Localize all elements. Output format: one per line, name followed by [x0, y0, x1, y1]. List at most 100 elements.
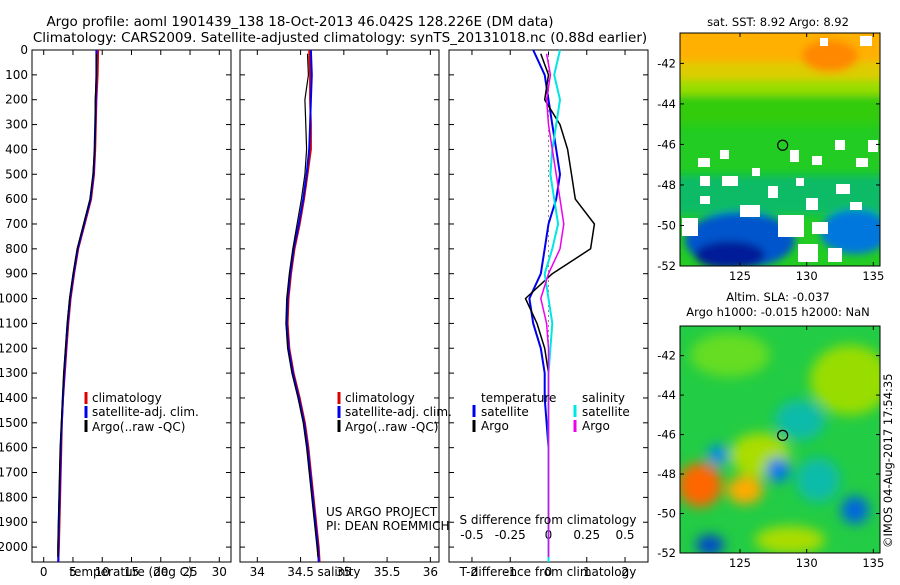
ytick-label: 600 [5, 192, 28, 206]
map-xtick-label: 135 [862, 269, 884, 283]
ytick-label: 1800 [0, 490, 28, 504]
legend-label-satellite: satellite-adj. clim. [92, 405, 199, 419]
xtick-label: 1 [583, 565, 591, 579]
map-xtick-label: 125 [729, 556, 751, 570]
map-ytick-label: -50 [657, 507, 676, 521]
map-ytick-label: -46 [657, 137, 676, 151]
map-ytick-label: -52 [657, 546, 676, 560]
legend-label-climatology: climatology [345, 391, 415, 405]
xtick-label: 30 [212, 565, 227, 579]
ytick-label: 1900 [0, 515, 28, 529]
ytick-label: 1200 [0, 341, 28, 355]
difference-xlabel-salinity: S difference from climatology [460, 513, 637, 527]
temperature-xlabel: temperature (deg C) [69, 565, 192, 579]
sla-map-image [680, 326, 880, 553]
xtick-label: 35.5 [374, 565, 401, 579]
map-xtick-label: 130 [796, 556, 818, 570]
map-ytick-label: -46 [657, 428, 676, 442]
salinity-legend: climatology satellite-adj. clim. Argo(..… [337, 391, 452, 434]
ytick-label: 200 [5, 93, 28, 107]
xtick2-label: 0.25 [573, 528, 600, 542]
map-ytick-label: -48 [657, 467, 676, 481]
ytick-label: 1300 [0, 366, 28, 380]
temperature-legend: climatology satellite-adj. clim. Argo(..… [84, 391, 199, 434]
map-ytick-label: -42 [657, 56, 676, 70]
xtick-label: 15 [124, 565, 139, 579]
xtick-label: -2 [466, 565, 478, 579]
legend-label-argo: Argo(..raw -QC) [345, 420, 438, 434]
temperature-axes: 0 5 10 15 20 25 300100200300400500600700800900… [0, 43, 231, 579]
xtick-label: -1 [504, 565, 516, 579]
ytick-label: 700 [5, 217, 28, 231]
map-xtick-label: 135 [862, 556, 884, 570]
sla-map-title2: Argo h1000: -0.015 h2000: NaN [686, 305, 870, 319]
ytick-label: 1600 [0, 441, 28, 455]
ytick-label: 1000 [0, 292, 28, 306]
series-line-argo [524, 53, 596, 557]
series-line-argo [57, 53, 98, 557]
sla-map-title: Altim. SLA: -0.037 [726, 290, 830, 304]
legend-label-t-argo: Argo [481, 419, 509, 433]
map-ytick-label: -44 [657, 388, 676, 402]
salinity-series [285, 49, 321, 563]
legend-label-t-satellite: satellite [481, 405, 529, 419]
xtick-label: 20 [153, 565, 168, 579]
difference-series [524, 49, 596, 562]
legend-label-argo: Argo(..raw -QC) [92, 420, 185, 434]
temperature-plot-frame [31, 49, 232, 563]
sst-map-frame [679, 32, 881, 267]
xtick2-label: -0.5 [460, 528, 483, 542]
xtick-label: 0 [545, 565, 553, 579]
series-line-climatology [57, 49, 100, 563]
legend-heading-salinity: salinity [582, 391, 625, 405]
xtick-label: 10 [95, 565, 110, 579]
sla-map-frame [679, 325, 881, 554]
xtick-label: 2 [621, 565, 629, 579]
xtick-label: 36 [423, 565, 438, 579]
salinity-xlabel: salinity [317, 565, 360, 579]
map-xtick-label: 125 [729, 269, 751, 283]
ytick-label: 800 [5, 242, 28, 256]
sst-map-title: sat. SST: 8.92 Argo: 8.92 [707, 15, 849, 29]
ytick-label: 1100 [0, 316, 28, 330]
map-xtick-label: 130 [796, 269, 818, 283]
ytick-label: 1500 [0, 416, 28, 430]
series-line-argo [285, 53, 319, 558]
sla-map-argo-marker [777, 429, 789, 441]
sst-map-argo-marker [777, 139, 789, 151]
legend-label-satellite: satellite-adj. clim. [345, 405, 452, 419]
ytick-label: 900 [5, 267, 28, 281]
series-line-satellite [285, 49, 320, 563]
ytick-label: 0 [20, 43, 28, 57]
xtick-label: 0 [40, 565, 48, 579]
xtick-label: 35 [336, 565, 351, 579]
ytick-label: 100 [5, 68, 28, 82]
ytick-label: 2000 [0, 540, 28, 554]
sst-map-axes: 125 130 135 -42 -44 -46 -48 -50 -52 [657, 33, 884, 283]
legend-label-s-satellite: satellite [582, 405, 630, 419]
difference-legend: temperature salinity satellite Argo sate… [472, 391, 630, 433]
ytick-label: 1700 [0, 466, 28, 480]
figure-title-line1: Argo profile: aoml 1901439_138 18-Oct-20… [46, 14, 553, 30]
series-line-climatology [286, 49, 321, 563]
sla-map-axes: 125 130 135 -42 -44 -46 -48 -50 -52 [657, 326, 884, 570]
xtick2-label: 0.5 [615, 528, 634, 542]
map-ytick-label: -52 [657, 259, 676, 273]
map-ytick-label: -44 [657, 97, 676, 111]
legend-heading-temperature: temperature [481, 391, 556, 405]
temperature-series [57, 49, 100, 563]
imos-credit: ©IMOS 04-Aug-2017 17:54:35 [881, 373, 895, 548]
ytick-label: 500 [5, 167, 28, 181]
ytick-label: 400 [5, 142, 28, 156]
project-line1: US ARGO PROJECT [326, 505, 438, 519]
sst-map-image [680, 33, 880, 266]
salinity-axes: 34 34.5 35 35.5 36 [240, 49, 439, 579]
ytick-label: 1400 [0, 391, 28, 405]
legend-label-climatology: climatology [92, 391, 162, 405]
salinity-plot-frame [239, 49, 440, 563]
ytick-label: 300 [5, 118, 28, 132]
map-ytick-label: -42 [657, 349, 676, 363]
figure-title-line2: Climatology: CARS2009. Satellite-adjuste… [33, 30, 647, 46]
xtick-label: 34 [250, 565, 265, 579]
